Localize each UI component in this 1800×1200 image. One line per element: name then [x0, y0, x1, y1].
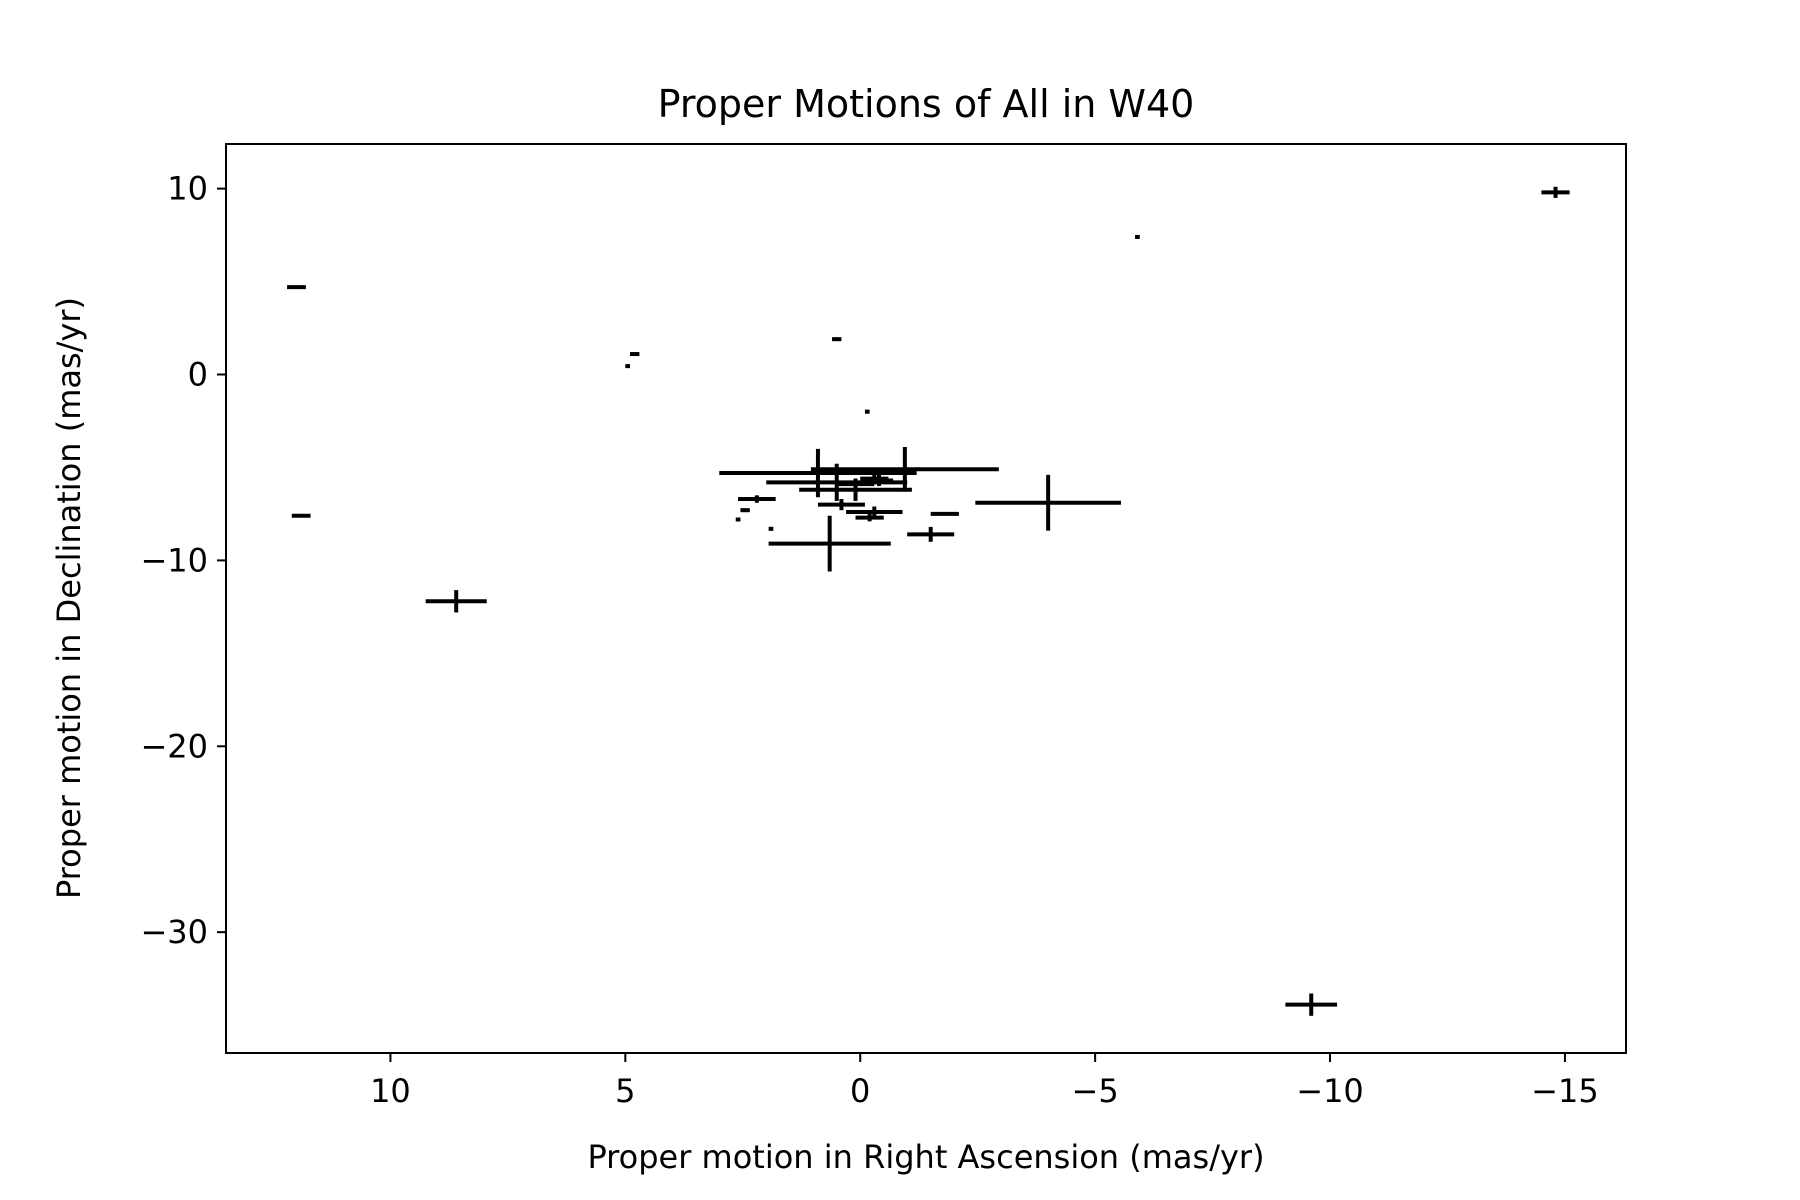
data-point — [768, 515, 891, 572]
data-point — [855, 513, 884, 522]
data-point — [907, 526, 955, 542]
data-point — [975, 474, 1121, 531]
data-point — [860, 474, 889, 483]
data-point — [740, 508, 750, 513]
x-tick-label: −15 — [1531, 1072, 1599, 1110]
data-point — [930, 511, 959, 516]
data-point — [1285, 993, 1338, 1016]
data-point — [738, 495, 776, 503]
data-point — [768, 526, 774, 531]
data-point — [836, 478, 875, 490]
x-tick-label: 0 — [850, 1072, 870, 1110]
data-point — [817, 499, 865, 511]
data-point — [291, 513, 311, 518]
plot-frame — [225, 143, 1627, 1054]
data-point — [735, 517, 741, 522]
x-tick-label: −10 — [1296, 1072, 1364, 1110]
chart-title: Proper Motions of All in W40 — [658, 82, 1195, 126]
x-tick-label: 10 — [370, 1072, 411, 1110]
data-point — [1135, 234, 1140, 239]
data-point — [425, 590, 487, 613]
x-tick-label: 5 — [615, 1072, 635, 1110]
data-point — [630, 352, 640, 357]
y-tick-label: −10 — [140, 541, 208, 579]
data-point — [864, 409, 870, 414]
y-axis-label: Proper motion in Declination (mas/yr) — [50, 297, 88, 899]
data-point — [287, 285, 306, 290]
errorbar-layer — [287, 186, 1570, 1016]
y-tick-label: 0 — [188, 356, 208, 394]
y-tick-label: 10 — [167, 170, 208, 208]
y-tick-label: −20 — [140, 727, 208, 765]
y-tick-label: −30 — [140, 913, 208, 951]
tick-layer: 10 5 0 −5 −10 −15 10 0 −10 −20 −30 — [140, 170, 1598, 1110]
x-tick-label: −5 — [1072, 1072, 1119, 1110]
data-point — [832, 337, 842, 342]
data-point — [625, 364, 631, 369]
x-axis-label: Proper motion in Right Ascension (mas/yr… — [587, 1138, 1264, 1176]
data-point — [1541, 186, 1570, 198]
